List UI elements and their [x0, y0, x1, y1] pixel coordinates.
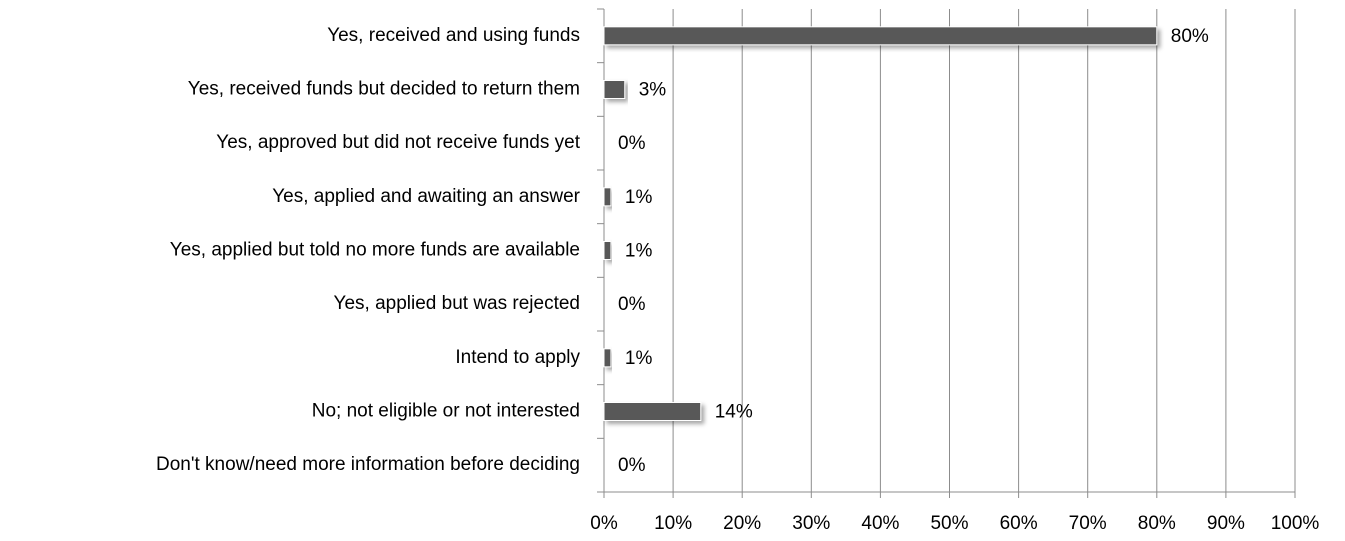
data-label: 0% — [618, 455, 646, 476]
x-tick-label: 40% — [861, 513, 899, 534]
bar — [603, 241, 612, 260]
data-label: 80% — [1171, 26, 1209, 47]
x-tick-label: 90% — [1207, 513, 1245, 534]
x-tick-label: 10% — [654, 513, 692, 534]
y-tick-label: Yes, applied and awaiting an answer — [272, 186, 580, 207]
y-tick-label: Yes, received and using funds — [327, 25, 580, 46]
bar — [603, 187, 612, 207]
data-label: 1% — [625, 348, 653, 369]
x-tick-label: 0% — [590, 513, 618, 534]
x-tick-label: 60% — [1000, 513, 1038, 534]
bar — [603, 80, 626, 99]
y-tick-label: Yes, received funds but decided to retur… — [188, 79, 580, 100]
data-label: 3% — [639, 80, 667, 101]
x-tick-label: 70% — [1069, 513, 1107, 534]
y-tick-label: No; not eligible or not interested — [312, 401, 580, 422]
y-tick-label: Yes, applied but was rejected — [334, 293, 580, 314]
x-tick-label: 80% — [1138, 513, 1176, 534]
y-tick-label: Yes, applied but told no more funds are … — [170, 240, 580, 261]
data-label: 1% — [625, 187, 653, 208]
y-tick-label: Yes, approved but did not receive funds … — [216, 132, 580, 153]
y-tick-label: Don't know/need more information before … — [156, 454, 580, 475]
data-label: 0% — [618, 133, 646, 154]
data-label: 0% — [618, 294, 646, 315]
x-tick-label: 20% — [723, 513, 761, 534]
bar — [603, 348, 612, 368]
x-tick-label: 100% — [1271, 513, 1320, 534]
x-tick-label: 30% — [792, 513, 830, 534]
x-tick-label: 50% — [930, 513, 968, 534]
data-label: 14% — [715, 402, 753, 423]
data-label: 1% — [625, 241, 653, 262]
y-tick-label: Intend to apply — [455, 347, 580, 368]
bar — [603, 26, 1158, 46]
bar — [603, 402, 702, 421]
